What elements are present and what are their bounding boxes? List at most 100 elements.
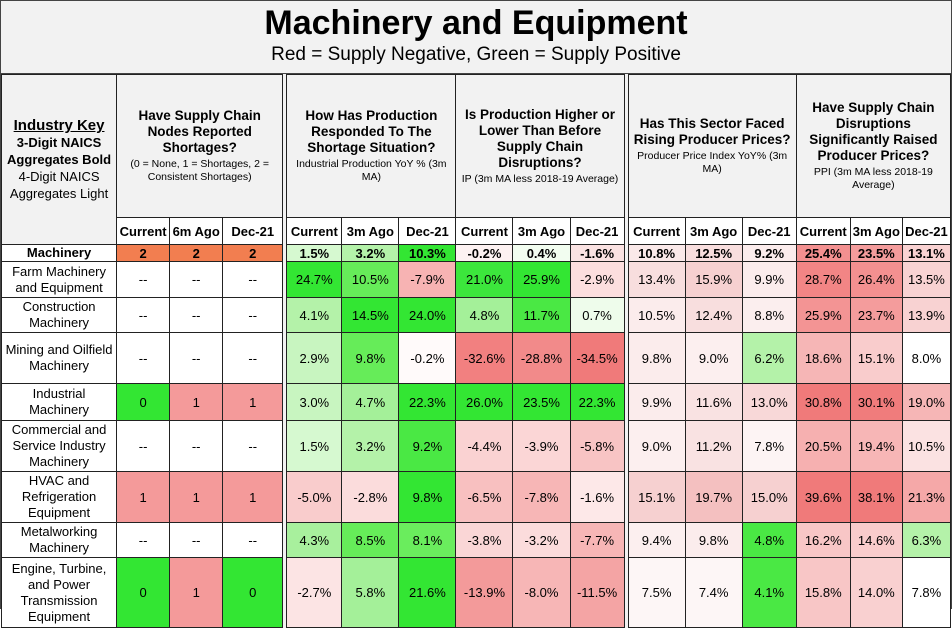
heatmap-cell: 16.2% [795, 522, 851, 558]
heatmap-cell: 8.8% [741, 297, 797, 333]
heatmap-cell: 19.7% [684, 471, 743, 523]
heatmap-cell: 2.9% [286, 332, 343, 384]
column-header: Dec-21 [222, 217, 284, 245]
heatmap-cell: -7.9% [398, 261, 457, 298]
row-label: Machinery [0, 244, 118, 262]
heatmap-cell: -- [116, 522, 171, 558]
column-header: Dec-21 [398, 217, 457, 245]
heatmap-cell: -1.6% [569, 244, 625, 262]
heatmap-cell: 18.6% [795, 332, 851, 384]
key-title: Industry Key [13, 117, 105, 134]
heatmap-cell: -- [222, 332, 284, 384]
table-row: Construction Machinery -- -- -- 4.1% 14.5% 24.… [0, 297, 952, 333]
industry-key: Industry Key 3-Digit NAICS Aggregates Bo… [0, 74, 118, 245]
heatmap-cell: 9.0% [627, 420, 686, 472]
row-label: Metalworking Machinery [0, 522, 118, 558]
heatmap-cell: 14.6% [849, 522, 903, 558]
heatmap-cell: 2 [222, 244, 284, 262]
heatmap-cell: 11.7% [512, 297, 571, 333]
heatmap-cell: 7.8% [741, 420, 797, 472]
heatmap-cell: 15.8% [795, 557, 851, 628]
heatmap-cell: 11.2% [684, 420, 743, 472]
heatmap-cell: 9.9% [741, 261, 797, 298]
table-row: Metalworking Machinery -- -- -- 4.3% 8.5% 8.1%… [0, 522, 952, 558]
heatmap-cell: -- [169, 297, 224, 333]
heatmap-cell: -3.9% [512, 420, 571, 472]
heatmap-cell: 20.5% [795, 420, 851, 472]
heatmap-cell: 0.7% [569, 297, 625, 333]
key-line: 3-Digit NAICS [16, 135, 102, 150]
table-row: Farm Machinery and Equipment -- -- -- 24.7% 1… [0, 261, 952, 298]
question-header-row: Industry Key 3-Digit NAICS Aggregates Bo… [0, 74, 952, 628]
heatmap-cell: 13.5% [901, 261, 952, 298]
title-block: Machinery and Equipment Red = Supply Neg… [1, 1, 951, 74]
group-question: Have Supply Chain Disruptions Significan… [809, 100, 938, 163]
heatmap-cell: 9.8% [341, 332, 400, 384]
heatmap-cell: 15.9% [684, 261, 743, 298]
heatmap-cell: 2 [169, 244, 224, 262]
table-row: HVAC and Refrigeration Equipment 1 1 1 -5.0%… [0, 471, 952, 523]
column-header: Current [627, 217, 686, 245]
heatmap-cell: 23.5% [512, 383, 571, 421]
column-header-row: Current 6m Ago Dec-21 Current 3m Ago Dec… [2, 217, 952, 245]
heatmap-cell: 14.0% [849, 557, 903, 628]
heatmap-cell: 10.5% [627, 297, 686, 333]
heatmap-cell: 8.0% [901, 332, 952, 384]
heatmap-cell: -- [116, 297, 171, 333]
heatmap-cell: -2.8% [341, 471, 400, 523]
heatmap-cell: 0.4% [512, 244, 571, 262]
heatmap-cell: -13.9% [455, 557, 514, 628]
heatmap-cell: 9.0% [684, 332, 743, 384]
column-header: 3m Ago [512, 217, 571, 245]
key-line: Aggregates Bold [7, 152, 112, 167]
heatmap-cell: -- [169, 332, 224, 384]
key-line: Aggregates Light [9, 186, 109, 201]
column-header: Current [286, 217, 343, 245]
table-row: Mining and Oilfield Machinery -- -- -- 2.9% 9… [0, 332, 952, 384]
row-label: HVAC and Refrigeration Equipment [0, 471, 118, 523]
heatmap-cell: 4.7% [341, 383, 400, 421]
heatmap-cell: 26.0% [455, 383, 514, 421]
heatmap-cell: 12.4% [684, 297, 743, 333]
column-header: Dec-21 [569, 217, 625, 245]
heatmap-cell: -- [222, 420, 284, 472]
heatmap-cell: 24.0% [398, 297, 457, 333]
heatmap-cell: 1.5% [286, 244, 343, 262]
page-title: Machinery and Equipment [264, 4, 688, 42]
heatmap-cell: 6.3% [901, 522, 952, 558]
heatmap-cell: -0.2% [398, 332, 457, 384]
heatmap-cell: 1 [169, 383, 224, 421]
heatmap-cell: 39.6% [795, 471, 851, 523]
heatmap-cell: 6.2% [741, 332, 797, 384]
row-label: Mining and Oilfield Machinery [0, 332, 118, 384]
heatmap-cell: 4.3% [286, 522, 343, 558]
heatmap-cell: 1.5% [286, 420, 343, 472]
heatmap-cell: -- [116, 420, 171, 472]
heatmap-cell: 25.4% [795, 244, 851, 262]
heatmap-cell: 3.0% [286, 383, 343, 421]
heatmap-cell: 10.8% [627, 244, 686, 262]
heatmap-cell: -7.7% [569, 522, 625, 558]
heatmap-cell: -0.2% [455, 244, 514, 262]
heatmap-cell: 30.8% [795, 383, 851, 421]
heatmap-cell: 8.1% [398, 522, 457, 558]
page-subtitle: Red = Supply Negative, Green = Supply Po… [271, 44, 681, 65]
heatmap-cell: 23.5% [849, 244, 903, 262]
heatmap-cell: 1 [116, 471, 171, 523]
heatmap-cell: -3.8% [455, 522, 514, 558]
heatmap-cell: 8.5% [341, 522, 400, 558]
group-subtitle: (0 = None, 1 = Shortages, 2 = Consistent… [130, 158, 270, 183]
heatmap-cell: 19.0% [901, 383, 952, 421]
heatmap-cell: 15.1% [627, 471, 686, 523]
heatmap-cell: 1 [222, 471, 284, 523]
heatmap-cell: 10.5% [901, 420, 952, 472]
column-header: Current [116, 217, 171, 245]
heatmap-cell: 4.8% [741, 522, 797, 558]
heatmap-cell: 0 [116, 383, 171, 421]
heatmap-cell: 9.2% [398, 420, 457, 472]
key-line: 4-Digit NAICS [18, 169, 100, 184]
heatmap-cell: 28.7% [795, 261, 851, 298]
column-header: Current [795, 217, 851, 245]
heatmap-cell: 4.1% [741, 557, 797, 628]
heatmap-cell: -7.8% [512, 471, 571, 523]
